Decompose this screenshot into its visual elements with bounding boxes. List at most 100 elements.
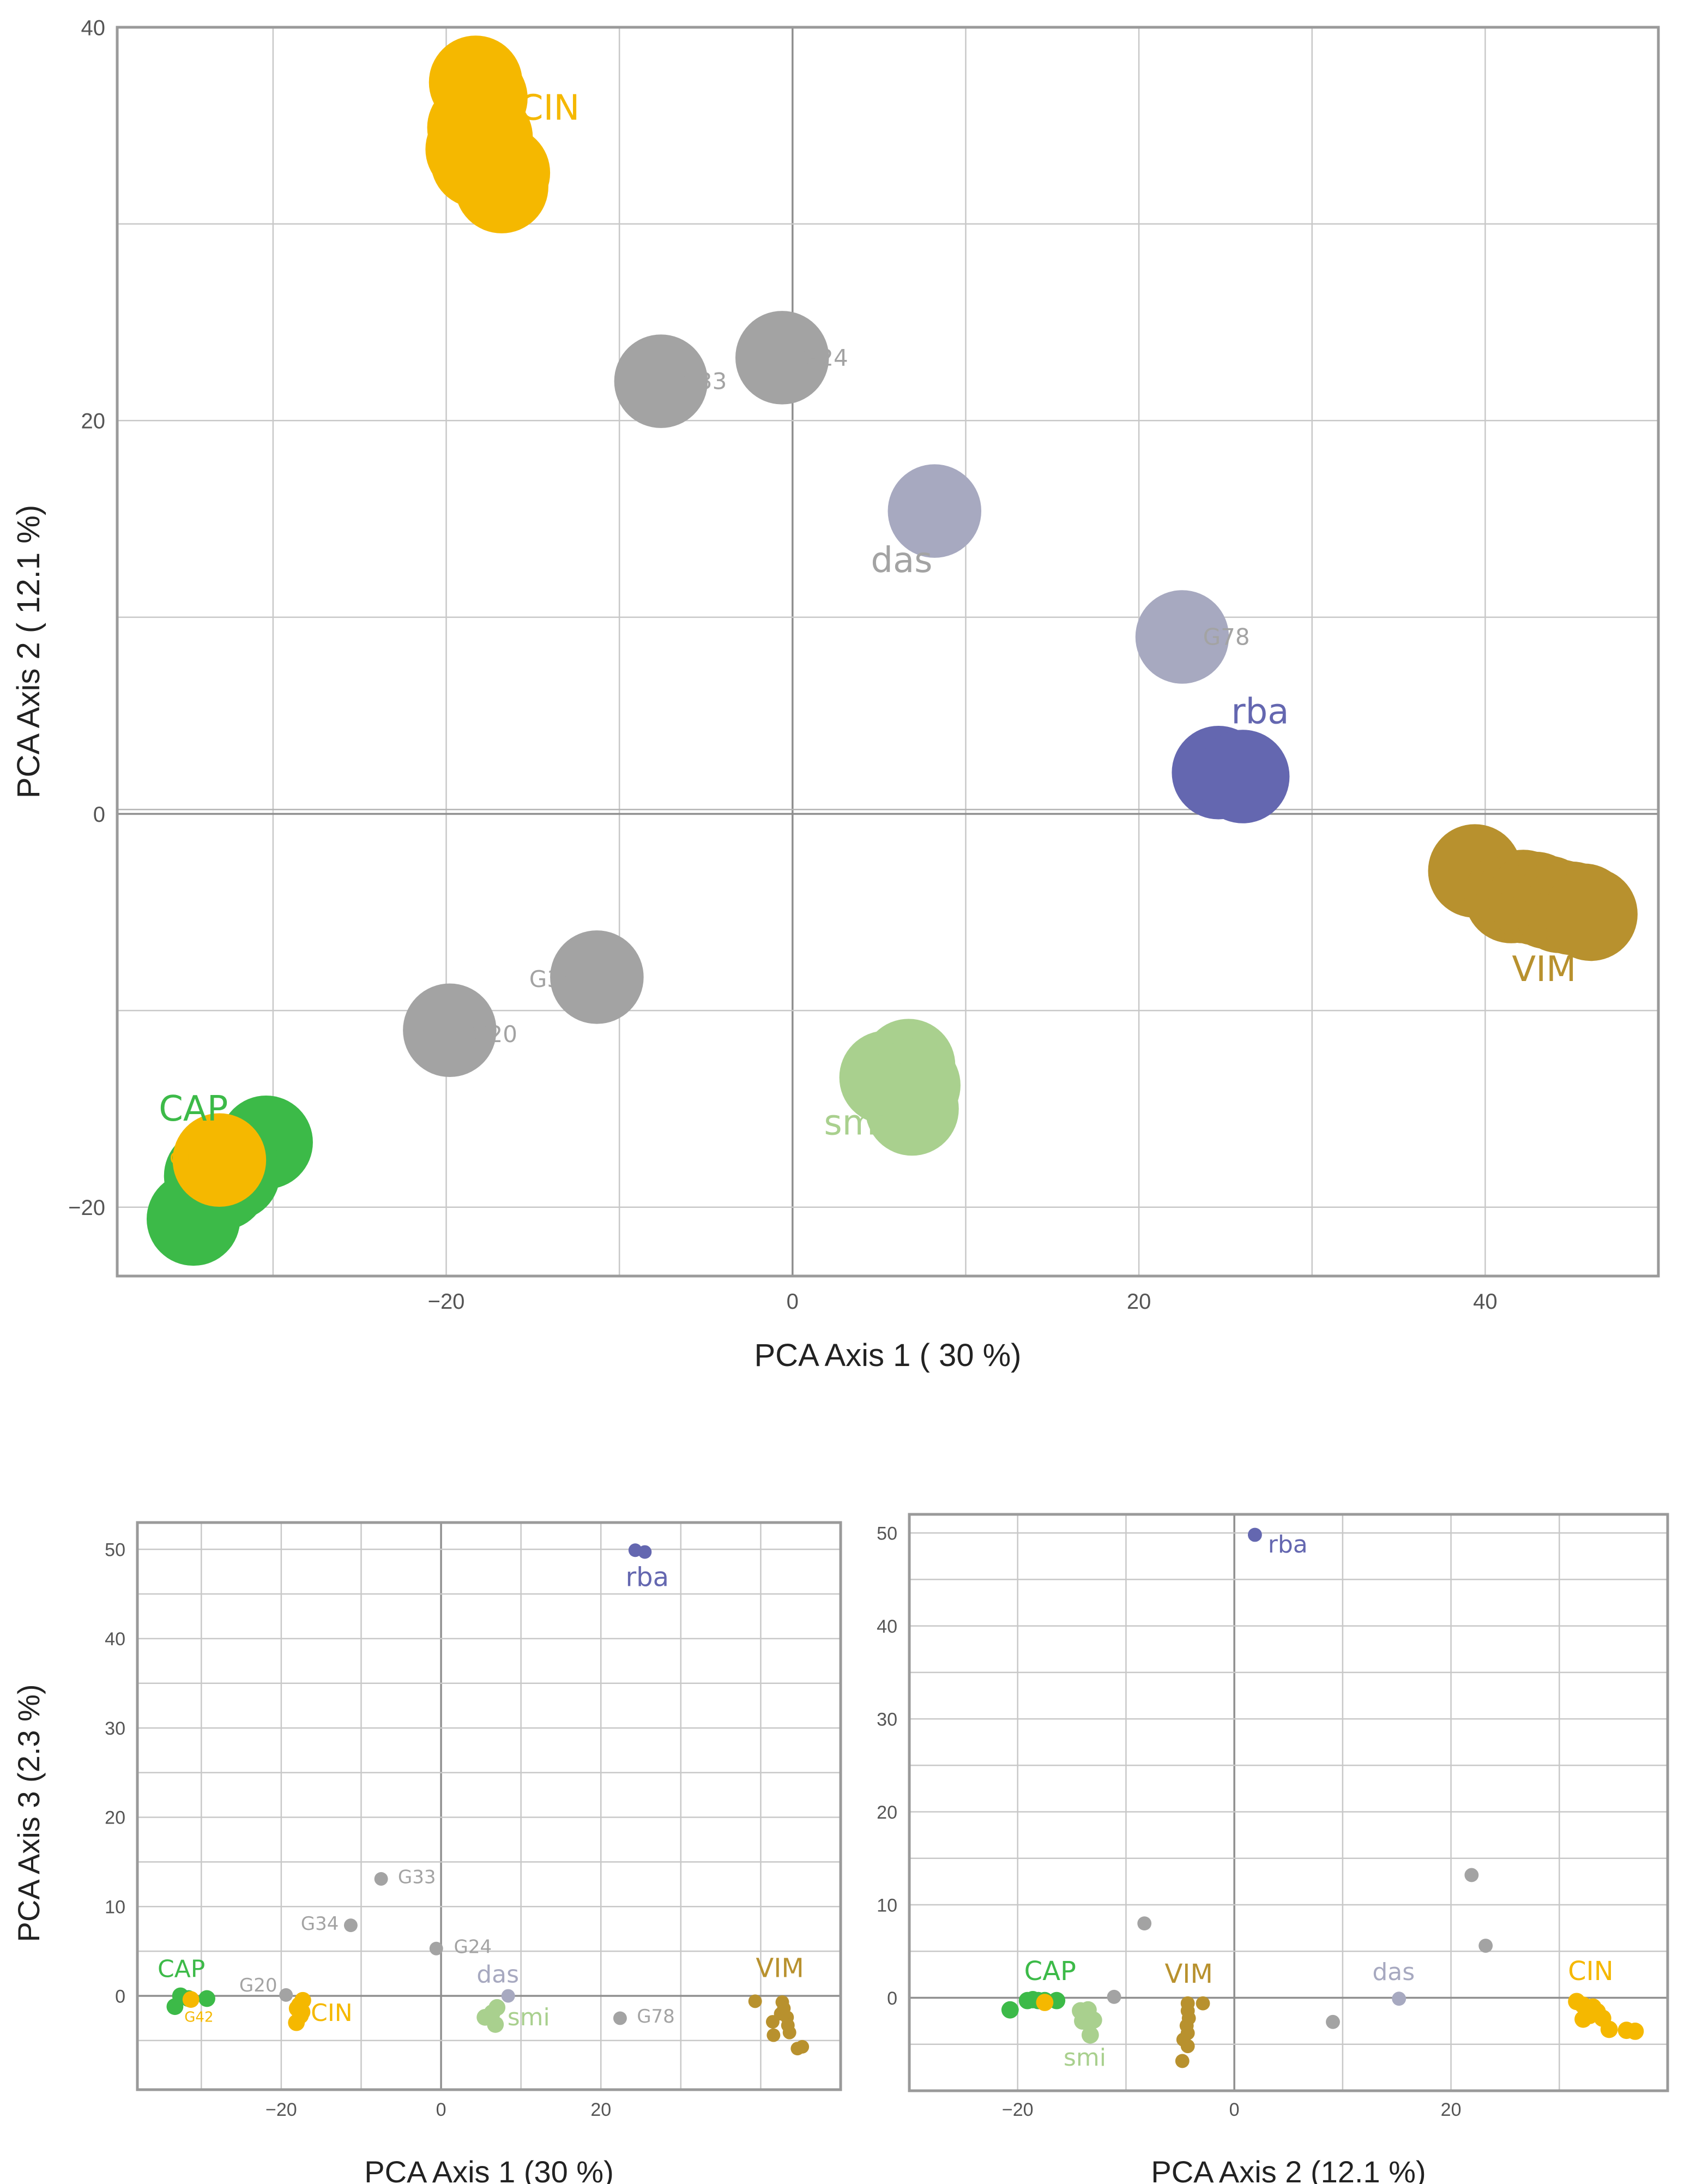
x-tick-label: 0	[436, 2099, 446, 2120]
point-das	[888, 464, 982, 558]
y-tick-label: 10	[877, 1895, 897, 1916]
label-g20: G20	[239, 1975, 277, 1996]
point-rba	[1196, 730, 1290, 823]
x-tick-label: −20	[428, 1290, 465, 1314]
point-rba	[1247, 1527, 1262, 1542]
point-gray	[1326, 2014, 1340, 2029]
point-cap	[198, 1990, 215, 2007]
plot-pca-axis1-vs-axis3: −20 0 20 0 10 20 30 40 50 PCA Axis 1 (30 %) PCA Ax…	[11, 1521, 842, 2184]
point-gray	[613, 2011, 627, 2025]
label-cap: CAP	[158, 1956, 205, 1983]
point-gray	[614, 334, 708, 428]
point-rba	[638, 1545, 652, 1559]
point-vim	[1180, 2039, 1195, 2054]
point-g42	[182, 1991, 200, 2008]
point-das	[501, 1989, 515, 2003]
point-gray	[343, 1918, 358, 1933]
x-tick-label: 20	[590, 2099, 611, 2120]
point-cin	[288, 2014, 305, 2031]
y-tick-label: 0	[115, 1986, 125, 2007]
point-gray	[1478, 1939, 1493, 1953]
label-vim: VIM	[1512, 949, 1576, 990]
point-cin	[1626, 2022, 1644, 2040]
y-tick-label: 40	[877, 1616, 897, 1637]
y-axis-label: PCA Axis 3 (2.3 %)	[11, 1684, 46, 1942]
point-vim	[1196, 1996, 1210, 2011]
label-g24: G24	[801, 344, 848, 371]
point-vim	[765, 2015, 780, 2029]
x-axis-label: PCA Axis 1 (30 %)	[364, 2155, 614, 2184]
y-tick-label: −20	[68, 1196, 105, 1220]
point-cap	[166, 1998, 184, 2015]
x-tick-label: −20	[265, 2099, 297, 2120]
label-g78: G78	[1203, 623, 1250, 650]
label-das: das	[871, 540, 932, 581]
point-g42	[172, 1113, 267, 1207]
label-rba: rba	[1231, 692, 1289, 732]
y-tick-label: 50	[105, 1539, 125, 1560]
point-vim	[748, 1994, 762, 2008]
point-smi	[1081, 2026, 1099, 2044]
point-gray	[1107, 1989, 1121, 2004]
point-gray	[279, 1988, 293, 2002]
point-das	[1135, 590, 1229, 684]
point-gray	[735, 311, 829, 405]
point-das	[1392, 1992, 1407, 2006]
y-tick-label: 0	[887, 1988, 897, 2009]
point-g42	[1036, 1994, 1054, 2011]
y-tick-label: 0	[93, 803, 105, 827]
point-gray	[550, 930, 644, 1024]
label-smi: smi	[824, 1103, 885, 1143]
label-vim: VIM	[1164, 1959, 1212, 1989]
label-cin: CIN	[519, 88, 580, 128]
plot-pca-axis1-vs-axis2: −20 0 20 40 −20 0 20 40 PCA Axis 1 ( 30 %) PCA Ax…	[11, 16, 1660, 1373]
y-tick-label: 40	[81, 16, 106, 40]
point-smi	[487, 2016, 504, 2033]
point-cin	[1574, 2010, 1592, 2028]
y-tick-label: 40	[105, 1629, 125, 1650]
point-vim	[1175, 2054, 1190, 2068]
label-g20: G20	[470, 1021, 517, 1048]
y-tick-label: 20	[877, 1802, 897, 1823]
plot-frame	[136, 1521, 842, 2091]
x-axis-label: PCA Axis 2 (12.1 %)	[1151, 2155, 1426, 2184]
label-cap: CAP	[1024, 1956, 1076, 1987]
label-cin: CIN	[1568, 1956, 1614, 1987]
point-gray	[403, 983, 497, 1077]
label-rba: rba	[625, 1562, 669, 1592]
label-das: das	[1372, 1958, 1415, 1986]
x-tick-label: 0	[787, 1290, 799, 1314]
point-vim	[766, 2028, 781, 2042]
point-smi	[1074, 2012, 1091, 2030]
plot-pca-axis2-vs-axis3: −20 0 20 0 10 20 30 40 50 PCA Axis 2 (12.1 %) rba C…	[877, 1513, 1669, 2184]
x-tick-label: 40	[1473, 1290, 1498, 1314]
y-tick-label: 30	[877, 1709, 897, 1730]
point-cap	[1001, 2001, 1019, 2019]
point-gray	[429, 1941, 443, 1956]
plot-frame	[116, 26, 1660, 1278]
y-tick-label: 20	[105, 1808, 125, 1828]
x-tick-label: 20	[1441, 2099, 1462, 2120]
point-vim	[782, 2025, 796, 2039]
y-tick-label: 50	[877, 1523, 897, 1544]
point-gray	[1137, 1916, 1152, 1931]
label-g42: G42	[170, 1149, 203, 1168]
point-gray	[374, 1872, 388, 1886]
point-cin	[455, 140, 548, 233]
label-rba: rba	[1268, 1531, 1308, 1559]
point-smi	[865, 1062, 959, 1156]
label-g34: G34	[529, 966, 576, 992]
label-smi: smi	[508, 2003, 550, 2031]
label-g78: G78	[637, 2006, 675, 2027]
label-cap: CAP	[159, 1089, 228, 1129]
label-g34: G34	[301, 1913, 339, 1935]
y-tick-label: 20	[81, 410, 106, 434]
label-g33: G33	[398, 1867, 436, 1888]
point-cin	[1600, 2020, 1618, 2038]
y-tick-label: 30	[105, 1718, 125, 1739]
x-tick-label: 0	[1229, 2099, 1240, 2120]
label-vim: VIM	[756, 1953, 804, 1984]
plot-frame	[908, 1513, 1669, 2092]
point-gray	[1464, 1868, 1479, 1882]
label-cin: CIN	[311, 1999, 353, 2027]
